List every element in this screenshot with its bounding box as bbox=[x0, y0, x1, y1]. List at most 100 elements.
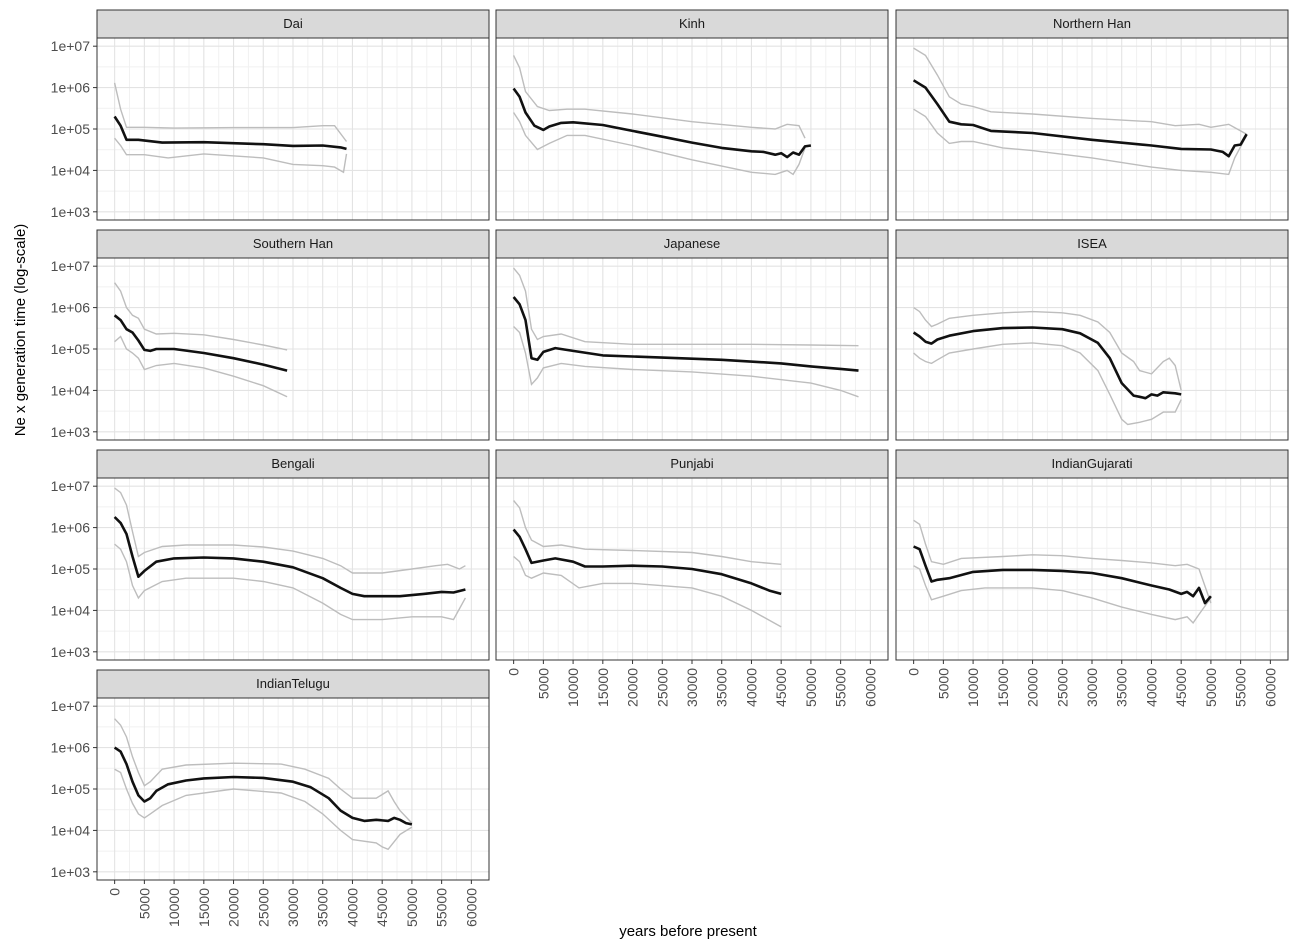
x-tick-label: 35000 bbox=[714, 668, 730, 707]
series-upper-bound bbox=[512, 55, 806, 139]
series-lower-bound bbox=[114, 335, 288, 398]
x-tick-label: 30000 bbox=[1084, 668, 1100, 707]
x-tick-label: 10000 bbox=[965, 668, 981, 707]
series-lower-bound bbox=[913, 342, 1182, 426]
series-lower-bound bbox=[513, 112, 806, 176]
series-lower-bound bbox=[114, 137, 348, 174]
x-tick-label: 25000 bbox=[654, 668, 670, 707]
facet-panels: Dai Kinh Northern Han Southern Han Japanese I… bbox=[96, 9, 1289, 881]
facet-panel: Northern Han bbox=[895, 9, 1289, 221]
facet-title: Northern Han bbox=[1053, 16, 1131, 31]
x-tick-label: 50000 bbox=[404, 888, 420, 927]
x-tick-label: 10000 bbox=[565, 668, 581, 707]
y-tick-label: 1e+03 bbox=[51, 424, 91, 440]
x-tick-label: 60000 bbox=[463, 888, 479, 927]
facet-title: ISEA bbox=[1077, 236, 1107, 251]
panel-border bbox=[495, 37, 889, 221]
facet-panel: Dai bbox=[96, 9, 490, 221]
series-upper-bound bbox=[114, 282, 288, 351]
series-ne bbox=[912, 326, 1182, 400]
x-tick-label: 35000 bbox=[1114, 668, 1130, 707]
series-upper-bound bbox=[513, 500, 782, 565]
x-tick-label: 50000 bbox=[1203, 668, 1219, 707]
series-upper-bound bbox=[114, 487, 466, 574]
x-tick-label: 30000 bbox=[285, 888, 301, 927]
series-upper-bound bbox=[513, 267, 859, 347]
x-tick-label: 5000 bbox=[136, 888, 152, 919]
facet-title: IndianGujarati bbox=[1052, 456, 1133, 471]
y-tick-label: 1e+05 bbox=[51, 341, 91, 357]
y-tick-label: 1e+06 bbox=[51, 740, 91, 756]
series-upper-bound bbox=[113, 82, 348, 142]
facet-strip bbox=[96, 229, 490, 259]
x-axes: 0 5000 10000 15000 20000 25000 30000 35000 40000… bbox=[107, 660, 1278, 927]
series-upper-bound bbox=[913, 519, 1212, 604]
series-ne bbox=[512, 528, 782, 596]
y-axes: 1e+03 1e+04 1e+05 1e+06 1e+07 1e+03 1e+04 1e+05… bbox=[51, 38, 97, 880]
facet-strip bbox=[96, 449, 490, 479]
x-tick-label: 25000 bbox=[1054, 668, 1070, 707]
series-ne bbox=[912, 79, 1248, 158]
x-tick-label: 5000 bbox=[535, 668, 551, 699]
facet-title: IndianTelugu bbox=[256, 676, 330, 691]
y-tick-label: 1e+04 bbox=[51, 162, 91, 178]
series-ne bbox=[113, 115, 347, 151]
x-tick-label: 0 bbox=[506, 668, 522, 676]
series-ne bbox=[913, 545, 1212, 605]
y-tick-label: 1e+07 bbox=[51, 698, 91, 714]
series-ne bbox=[512, 87, 812, 159]
x-tick-label: 45000 bbox=[1173, 668, 1189, 707]
series-ne bbox=[113, 746, 413, 826]
x-tick-label: 20000 bbox=[1025, 668, 1041, 707]
facet-title: Kinh bbox=[679, 16, 705, 31]
facet-strip bbox=[96, 669, 490, 699]
y-axis-title: Ne x generation time (log-scale) bbox=[12, 224, 29, 437]
series-lower-bound bbox=[913, 565, 1212, 624]
facet-title: Bengali bbox=[271, 456, 314, 471]
facet-panel: ISEA bbox=[895, 229, 1289, 441]
series-ne bbox=[113, 516, 466, 598]
facet-title: Japanese bbox=[664, 236, 720, 251]
facet-strip bbox=[495, 449, 889, 479]
series-upper-bound bbox=[114, 718, 413, 824]
x-tick-label: 15000 bbox=[995, 668, 1011, 707]
series-lower-bound bbox=[114, 543, 467, 621]
x-tick-label: 45000 bbox=[374, 888, 390, 927]
panel-border bbox=[495, 257, 889, 441]
x-tick-label: 40000 bbox=[344, 888, 360, 927]
series-ne bbox=[113, 314, 288, 372]
x-tick-label: 55000 bbox=[833, 668, 849, 707]
y-tick-label: 1e+04 bbox=[51, 822, 91, 838]
series-lower-bound bbox=[114, 768, 413, 851]
y-tick-label: 1e+05 bbox=[51, 781, 91, 797]
facet-panel: Southern Han bbox=[96, 229, 490, 441]
facet-title: Dai bbox=[283, 16, 303, 31]
y-tick-label: 1e+06 bbox=[51, 520, 91, 536]
x-tick-label: 30000 bbox=[684, 668, 700, 707]
facet-title: Southern Han bbox=[253, 236, 333, 251]
x-tick-label: 15000 bbox=[196, 888, 212, 927]
series-lower-bound bbox=[913, 108, 1248, 176]
y-tick-label: 1e+07 bbox=[51, 258, 91, 274]
x-tick-label: 25000 bbox=[255, 888, 271, 927]
facet-panel: Bengali bbox=[96, 449, 490, 661]
y-tick-label: 1e+06 bbox=[51, 80, 91, 96]
x-tick-label: 10000 bbox=[166, 888, 182, 927]
y-tick-label: 1e+04 bbox=[51, 602, 91, 618]
x-axis-title: years before present bbox=[619, 923, 757, 940]
y-tick-label: 1e+06 bbox=[51, 300, 91, 316]
panel-border bbox=[895, 37, 1289, 221]
x-tick-label: 0 bbox=[906, 668, 922, 676]
x-tick-label: 15000 bbox=[595, 668, 611, 707]
facet-panel: IndianTelugu bbox=[96, 669, 490, 881]
series-upper-bound bbox=[913, 307, 1182, 391]
y-tick-label: 1e+03 bbox=[51, 204, 91, 220]
facet-panel: Punjabi bbox=[495, 449, 889, 661]
x-tick-label: 5000 bbox=[935, 668, 951, 699]
facet-strip bbox=[895, 9, 1289, 39]
facet-panel: Kinh bbox=[495, 9, 889, 221]
y-tick-label: 1e+03 bbox=[51, 644, 91, 660]
x-tick-label: 35000 bbox=[315, 888, 331, 927]
facet-strip bbox=[96, 9, 490, 39]
